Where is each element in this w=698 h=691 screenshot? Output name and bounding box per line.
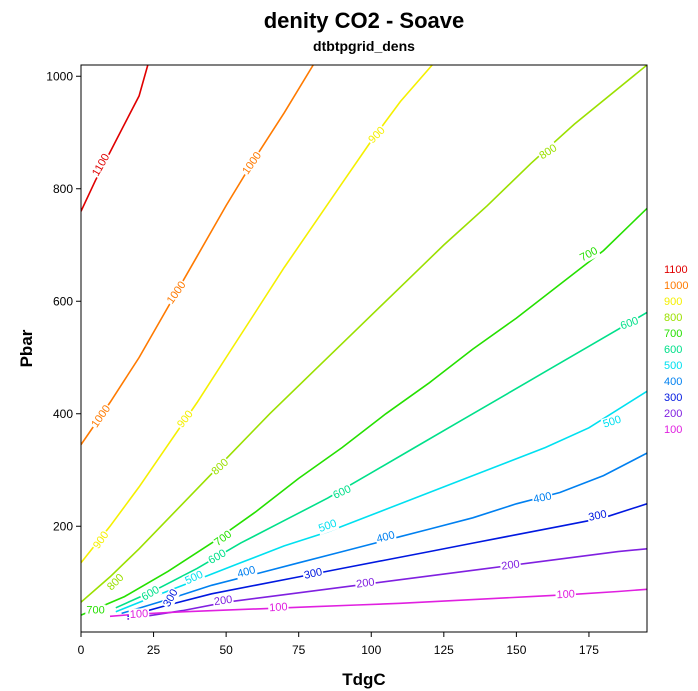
contour-label-bg [617, 314, 642, 333]
contour-label-500: 500 [602, 414, 623, 431]
contour-label-200: 200 [501, 558, 521, 572]
contour-label-300: 300 [587, 508, 607, 524]
contour-label-700: 700 [86, 605, 104, 617]
contour-label-bg [205, 546, 230, 568]
contour-label-bg [354, 576, 377, 591]
contour-label-bg [301, 565, 325, 582]
legend-entry-700: 700 [664, 328, 682, 340]
x-tick-label: 25 [147, 643, 161, 657]
y-tick-label: 400 [53, 407, 73, 421]
contour-label-bg [212, 593, 235, 609]
legend-entry-100: 100 [664, 424, 682, 436]
contour-label-100: 100 [269, 601, 288, 614]
x-tick-label: 100 [361, 643, 381, 657]
contour-line-1000 [81, 65, 314, 446]
contour-label-700: 700 [212, 528, 234, 548]
contour-label-900: 900 [175, 408, 196, 430]
legend-entry-1000: 1000 [664, 280, 688, 292]
contour-label-100: 100 [556, 588, 575, 601]
x-tick-label: 125 [434, 643, 454, 657]
contour-label-bg [174, 407, 197, 432]
contour-label-bg [104, 570, 128, 594]
x-axis-title: TdgC [342, 670, 385, 689]
contour-label-bg [85, 604, 106, 617]
chart-title: denity CO2 - Soave [263, 8, 465, 33]
x-axis: 0 25 50 75 100 125 150 175 [78, 632, 599, 657]
x-tick-label: 0 [78, 643, 85, 657]
legend-entry-500: 500 [664, 360, 682, 372]
contour-line-1100 [81, 65, 149, 212]
contour-label-bg [138, 583, 163, 604]
legend-entry-800: 800 [664, 312, 682, 324]
contour-label-bg [374, 528, 398, 546]
x-tick-label: 75 [292, 643, 306, 657]
y-axis-title: Pbar [17, 329, 36, 367]
contour-label-bg [316, 517, 340, 536]
contour-line-700 [81, 207, 647, 616]
contour-label-100: 100 [130, 608, 149, 621]
contour-label-bg [531, 490, 554, 507]
legend: 1100 1000 900 800 700 600 500 400 300 200 100 [664, 264, 688, 436]
contour-label-bg [267, 601, 289, 615]
contour-label-bg [208, 455, 232, 479]
legend-entry-600: 600 [664, 344, 682, 356]
y-axis: 200 400 600 800 1000 [46, 69, 81, 533]
contour-label-bg [536, 141, 561, 163]
contour-label-bg [577, 244, 601, 265]
contour-label-bg [499, 558, 522, 573]
chart-subtitle: dtbtpgrid_dens [313, 38, 415, 54]
legend-entry-300: 300 [664, 392, 682, 404]
contour-label-bg [239, 149, 265, 178]
y-tick-label: 1000 [46, 69, 73, 83]
contour-label-400: 400 [236, 564, 257, 580]
contour-label-bg [128, 607, 150, 621]
contour-label-bg [160, 586, 182, 611]
contour-label-300: 300 [303, 566, 323, 582]
contour-label-bg [88, 402, 114, 431]
contour-label-bg [555, 588, 577, 602]
plot-frame [80, 64, 648, 633]
contour-label-200: 200 [356, 576, 376, 590]
contour-label-400: 400 [375, 529, 396, 545]
x-tick-label: 175 [579, 643, 599, 657]
legend-entry-400: 400 [664, 376, 682, 388]
contour-line-600 [115, 311, 647, 609]
contour-lines-layer [81, 65, 647, 620]
y-tick-label: 800 [53, 182, 73, 196]
legend-entry-900: 900 [664, 296, 682, 308]
y-tick-label: 600 [53, 294, 73, 308]
contour-label-600: 600 [619, 315, 640, 333]
legend-entry-1100: 1100 [664, 264, 688, 276]
contour-label-200: 200 [213, 594, 233, 608]
legend-entry-200: 200 [664, 408, 682, 420]
contour-line-300 [127, 503, 647, 618]
contour-label-bg [211, 527, 235, 550]
contour-label-bg [182, 568, 206, 588]
contour-label-bg [90, 528, 112, 553]
contour-label-800: 800 [105, 572, 126, 593]
contour-label-bg [330, 482, 354, 503]
contour-label-500: 500 [317, 517, 338, 535]
contour-line-800 [81, 65, 647, 603]
contour-label-800: 800 [537, 142, 559, 162]
x-tick-label: 50 [219, 643, 233, 657]
y-tick-label: 200 [53, 519, 73, 533]
contour-label-bg [586, 508, 609, 525]
contour-label-400: 400 [532, 490, 552, 506]
contour-label-bg [600, 413, 624, 431]
contour-label-900: 900 [91, 529, 111, 551]
contour-label-bg [89, 150, 113, 180]
contour-label-bg [235, 563, 258, 581]
contour-label-bg [365, 123, 389, 147]
contour-label-bg [164, 278, 190, 308]
contour-label-800: 800 [209, 457, 231, 478]
x-tick-label: 150 [506, 643, 526, 657]
